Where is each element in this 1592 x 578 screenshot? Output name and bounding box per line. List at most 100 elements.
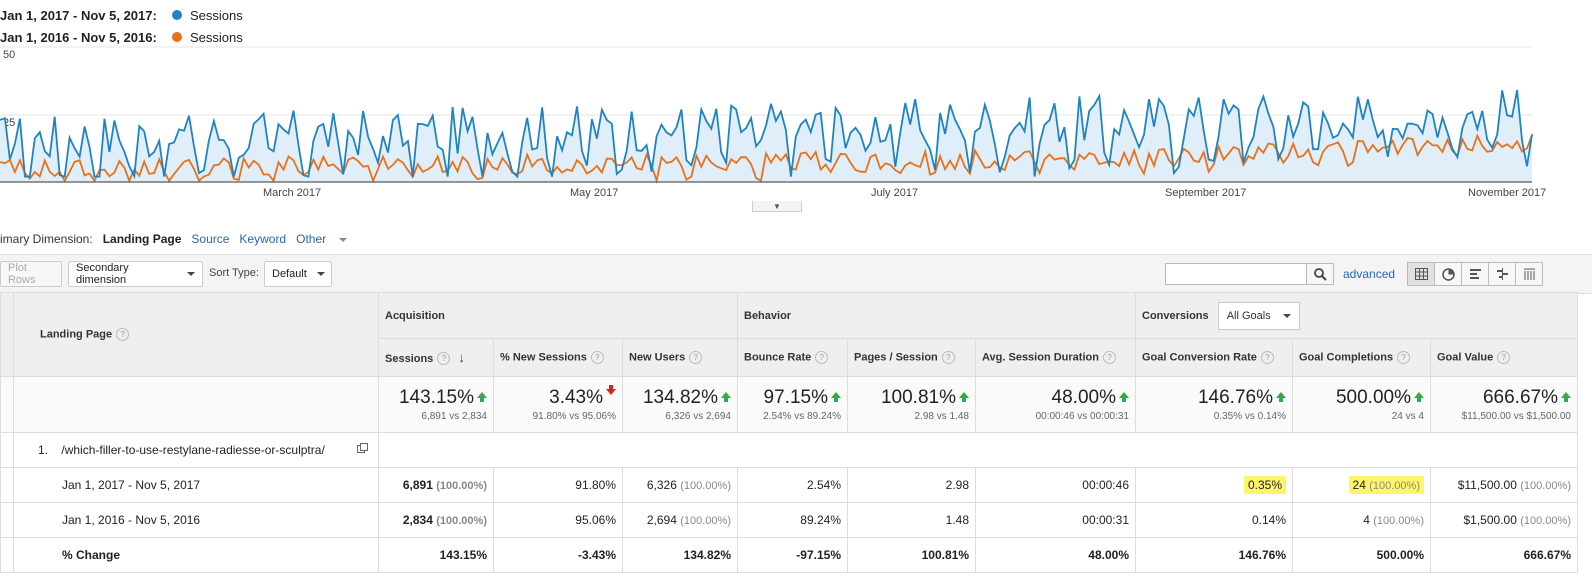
help-icon[interactable]: ? <box>437 352 451 366</box>
row-blank <box>0 467 14 503</box>
cell-percent: (100.00%) <box>1373 515 1424 527</box>
column-bounce-rate[interactable]: Bounce Rate? <box>737 338 848 377</box>
total-compare-text: 00:00:46 vs 00:00:31 <box>1035 411 1129 422</box>
cell-value-text: 666.67% <box>1523 548 1571 562</box>
cell-value-text: 143.15% <box>439 548 487 562</box>
cell-value-text: -3.43% <box>577 548 616 562</box>
column-new-users[interactable]: New Users? <box>622 338 738 377</box>
page-row-path-cell[interactable]: 1. /which-filler-to-use-restylane-radies… <box>13 432 379 468</box>
group-acquisition: Acquisition <box>378 292 738 339</box>
cell-value: 91.80% <box>575 478 616 492</box>
column-pages-session[interactable]: Pages / Session? <box>847 338 976 377</box>
total-change-value: 3.43% <box>549 387 603 408</box>
dimension-other[interactable]: Other <box>296 232 357 246</box>
column-avg-session-duration[interactable]: Avg. Session Duration? <box>975 338 1136 377</box>
pie-chart-icon <box>1441 267 1455 281</box>
search-icon <box>1313 267 1327 281</box>
secondary-dimension-dropdown[interactable]: Secondary dimension <box>68 261 203 287</box>
open-external-icon[interactable] <box>357 443 368 457</box>
table-search-input[interactable] <box>1165 263 1307 285</box>
cell-value: 146.76% <box>1239 548 1286 562</box>
help-icon[interactable]: ? <box>689 351 703 364</box>
x-label-march: March 2017 <box>263 187 321 199</box>
column-avg-duration-label: Avg. Session Duration <box>982 351 1099 364</box>
total-change-value: 666.67% <box>1482 387 1558 408</box>
chart-collapse-toggle[interactable]: ▼ <box>752 201 802 212</box>
page-row-fill <box>378 432 1578 468</box>
help-icon[interactable]: ? <box>941 351 955 364</box>
cell-value-text: $11,500.00 <box>1457 478 1517 492</box>
totals-label-cell <box>13 376 379 433</box>
goals-select[interactable]: All Goals <box>1217 301 1300 330</box>
column-goal-completions[interactable]: Goal Completions? <box>1292 338 1431 377</box>
header-columns-row: Sessions? ↓ % New Sessions? New Users? Bo… <box>1 338 1578 377</box>
column-new-sessions[interactable]: % New Sessions? <box>493 338 623 377</box>
cell-value: 143.15% <box>440 548 487 562</box>
total-goal-value: 666.67% $11,500.00 vs $1,500.00 <box>1430 376 1578 433</box>
primary-dimension-bar: imary Dimension: Landing Page Source Key… <box>0 232 367 246</box>
cell-value: 95.06% <box>575 513 616 527</box>
cell-value-text: 00:00:46 <box>1082 478 1129 492</box>
cell-value: 24 (100.00%) <box>1348 476 1424 494</box>
header-landing-page[interactable]: Landing Page? <box>13 292 379 377</box>
help-icon[interactable]: ? <box>1397 351 1411 364</box>
help-icon[interactable]: ? <box>116 328 130 341</box>
help-icon[interactable]: ? <box>1260 351 1274 364</box>
help-icon[interactable]: ? <box>1497 351 1511 364</box>
page-row-blank <box>0 432 14 468</box>
cell-goal-value: $1,500.00 (100.00%) <box>1430 502 1578 538</box>
sort-type-dropdown[interactable]: Default <box>264 261 332 287</box>
sessions-line-chart[interactable]: 50 25 March 2017 May 2017 July 2017 Sept… <box>0 44 1592 204</box>
legend-series-current: Sessions <box>190 7 243 23</box>
page-row[interactable]: 1. /which-filler-to-use-restylane-radies… <box>0 432 1578 468</box>
legend-row-previous: Jan 1, 2016 - Nov 5, 2016: Sessions <box>0 26 243 48</box>
chevron-down-icon <box>187 272 195 276</box>
cell-value-text: 0.14% <box>1251 513 1286 527</box>
dimension-keyword[interactable]: Keyword <box>239 232 287 246</box>
sort-descending-icon: ↓ <box>458 349 465 365</box>
arrow-down-icon <box>606 385 616 395</box>
secondary-dimension-label: Secondary dimension <box>76 262 129 286</box>
cell-value: 6,326 (100.00%) <box>647 478 731 492</box>
row-label: % Change <box>13 537 379 573</box>
cell-value-text: 00:00:31 <box>1082 513 1129 527</box>
table-view-button[interactable] <box>1407 262 1435 286</box>
total-change-value: 97.15% <box>763 387 828 408</box>
date-range-row: Jan 1, 2017 - Nov 5, 2017 6,891 (100.00%)… <box>0 467 1578 503</box>
bar-chart-icon <box>1469 269 1481 279</box>
totals-blank <box>0 376 14 433</box>
help-icon[interactable]: ? <box>590 351 604 364</box>
cell-sessions: 2,834 (100.00%) <box>378 502 494 538</box>
cell-value-text: 500.00% <box>1376 548 1424 562</box>
total-change-value: 143.15% <box>398 387 474 408</box>
column-goal-conversion-rate[interactable]: Goal Conversion Rate? <box>1135 338 1293 377</box>
cell-percent: (100.00%) <box>1369 480 1420 492</box>
column-goal-value[interactable]: Goal Value? <box>1430 338 1578 377</box>
comparison-view-button[interactable] <box>1488 262 1516 286</box>
change-row: % Change 143.15% -3.43% 134.82% -97.15% 100.8… <box>0 537 1578 573</box>
cell-value: 100.81% <box>922 548 969 562</box>
pie-view-button[interactable] <box>1434 262 1462 286</box>
total-new-sessions: 3.43% 91.80% vs 95.06% <box>493 376 623 433</box>
cell-bounce-rate: 2.54% <box>737 467 848 503</box>
plot-rows-button[interactable]: Plot Rows <box>0 261 62 287</box>
help-icon[interactable]: ? <box>1102 351 1116 364</box>
arrow-up-icon <box>1561 392 1571 402</box>
chevron-down-icon <box>339 237 348 242</box>
performance-view-button[interactable] <box>1461 262 1489 286</box>
dimension-landing-page[interactable]: Landing Page <box>102 232 182 246</box>
search-button[interactable] <box>1306 263 1334 285</box>
landing-page-link[interactable]: /which-filler-to-use-restylane-radiesse-… <box>61 443 325 457</box>
x-label-september: September 2017 <box>1165 187 1246 199</box>
dimension-source[interactable]: Source <box>191 232 230 246</box>
pivot-view-button[interactable] <box>1515 262 1543 286</box>
help-icon[interactable]: ? <box>815 351 829 364</box>
landing-page-table: Landing Page? Acquisition Behavior Conve… <box>0 292 1578 573</box>
column-sessions[interactable]: Sessions? ↓ <box>378 338 494 377</box>
header-select-cell <box>0 292 14 377</box>
y-tick-50: 50 <box>3 49 15 61</box>
cell-new-sessions: 91.80% <box>493 467 623 503</box>
cell-goal-conversion-rate: 0.35% <box>1135 467 1293 503</box>
cell-value-text: -97.15% <box>796 548 841 562</box>
advanced-filter-link[interactable]: advanced <box>1343 267 1396 281</box>
